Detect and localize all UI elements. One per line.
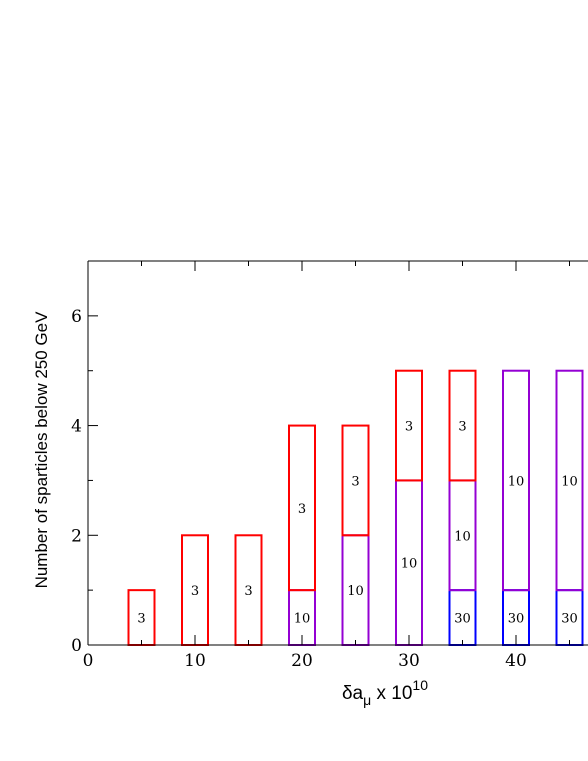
bar-segment bbox=[555, 369, 584, 592]
x-tick-label: 20 bbox=[291, 651, 313, 671]
x-tick-label: 40 bbox=[505, 651, 527, 671]
bar-segment-label: 30 bbox=[561, 612, 578, 627]
x-axis-title-subscript: μ bbox=[363, 692, 371, 708]
y-tick-label: 4 bbox=[71, 417, 82, 437]
bar-segment bbox=[288, 424, 316, 592]
bar-segment bbox=[341, 424, 370, 537]
bar-segment bbox=[448, 369, 477, 482]
bar-labels-layer: 3 3 3 10 3 10 3 10 3 30 10 3 30 10 30 10 bbox=[137, 420, 577, 627]
bar-segment-label: 3 bbox=[298, 502, 306, 517]
bar-segment bbox=[395, 369, 423, 482]
bar-segment-label: 30 bbox=[508, 612, 525, 627]
bar-segment-label: 3 bbox=[405, 420, 413, 435]
x-tick-label: 30 bbox=[398, 651, 420, 671]
bar-segment-label: 10 bbox=[454, 529, 471, 544]
bar-segment-label: 10 bbox=[347, 584, 364, 599]
y-tick-label: 2 bbox=[71, 526, 82, 546]
axes-layer: 0 10 20 30 40 0 2 4 6 bbox=[71, 260, 588, 671]
x-axis-title-middle: x 10 bbox=[371, 683, 412, 704]
x-axis-title: δaμ x 1010 bbox=[342, 677, 428, 708]
bars-layer bbox=[127, 369, 584, 647]
x-axis-title-prefix: δa bbox=[342, 683, 364, 704]
bar-segment-label: 30 bbox=[454, 612, 471, 627]
bar-segment-label: 10 bbox=[401, 557, 418, 572]
x-tick-label: 10 bbox=[184, 651, 206, 671]
bar-segment-label: 10 bbox=[561, 474, 578, 489]
bar-segment-label: 3 bbox=[137, 612, 145, 627]
bar-segment-label: 3 bbox=[458, 420, 466, 435]
bar-segment-label: 3 bbox=[244, 584, 252, 599]
y-axis-title: Number of sparticles below 250 GeV bbox=[32, 311, 51, 589]
x-tick-label: 0 bbox=[83, 651, 94, 671]
y-tick-label: 6 bbox=[71, 307, 82, 327]
bar-segment bbox=[502, 369, 530, 592]
bar-segment-label: 10 bbox=[508, 474, 525, 489]
bar-segment-label: 10 bbox=[294, 612, 311, 627]
bar-segment-label: 3 bbox=[191, 584, 199, 599]
bar-segment-label: 3 bbox=[351, 474, 359, 489]
x-axis-title-superscript: 10 bbox=[412, 677, 428, 693]
y-tick-label: 0 bbox=[71, 636, 82, 656]
